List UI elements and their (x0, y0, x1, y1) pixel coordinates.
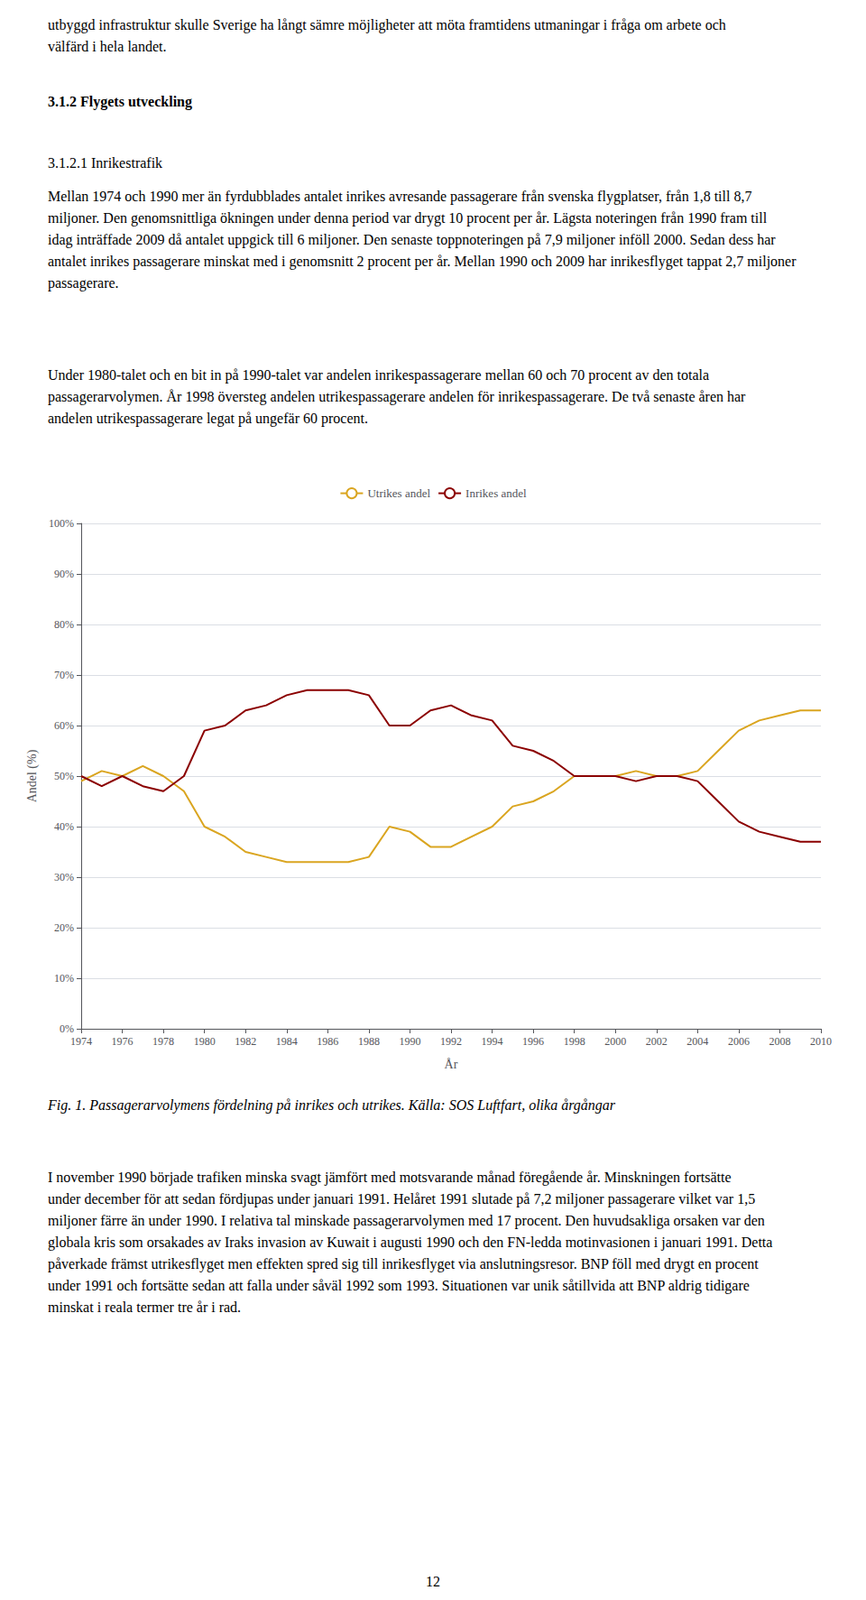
svg-text:1998: 1998 (563, 1034, 586, 1048)
svg-text:30%: 30% (54, 870, 74, 884)
svg-text:Fig. 1. Passagerarvolymens för: Fig. 1. Passagerarvolymens fördelning på… (46, 1096, 617, 1114)
svg-text:under december för att sedan f: under december för att sedan fördjupas u… (47, 1190, 759, 1207)
svg-text:miljoner färre än under 1990.: miljoner färre än under 1990. I relativa… (47, 1212, 769, 1229)
svg-text:1994: 1994 (481, 1034, 504, 1048)
svg-text:passagerarvolymen. År 1998 öve: passagerarvolymen. År 1998 översteg ande… (47, 388, 749, 406)
svg-text:Mellan 1974 och 1990 mer än fy: Mellan 1974 och 1990 mer än fyrdubblades… (47, 188, 756, 205)
svg-text:1986: 1986 (316, 1034, 339, 1048)
svg-text:1992: 1992 (440, 1034, 462, 1048)
svg-text:1988: 1988 (358, 1034, 380, 1048)
svg-text:antalet inrikes passagerare mi: antalet inrikes passagerare minskat med … (47, 253, 801, 270)
svg-text:Under 1980-talet och en bit in: Under 1980-talet och en bit in på 1990-t… (47, 367, 713, 384)
svg-text:1976: 1976 (111, 1034, 134, 1048)
svg-text:100%: 100% (48, 516, 74, 530)
svg-text:välfärd i hela landet.: välfärd i hela landet. (47, 38, 167, 55)
svg-text:40%: 40% (54, 819, 74, 833)
svg-text:passagerare.: passagerare. (47, 275, 120, 292)
svg-text:2002: 2002 (645, 1034, 668, 1048)
svg-text:1974: 1974 (70, 1034, 93, 1048)
svg-text:andelen utrikespassagerare leg: andelen utrikespassagerare legat på unge… (47, 410, 369, 427)
svg-text:2010: 2010 (810, 1034, 832, 1048)
svg-text:2006: 2006 (727, 1034, 750, 1048)
svg-text:1980: 1980 (193, 1034, 216, 1048)
svg-text:under 1991 och fortsätte sedan: under 1991 och fortsätte sedan att falla… (47, 1277, 754, 1294)
svg-text:1996: 1996 (522, 1034, 544, 1048)
svg-text:1984: 1984 (276, 1034, 298, 1048)
svg-text:2004: 2004 (686, 1034, 709, 1048)
svg-text:3.1.2 Flygets utveckling: 3.1.2 Flygets utveckling (47, 93, 193, 111)
svg-text:10%: 10% (54, 971, 74, 985)
svg-text:2008: 2008 (768, 1034, 791, 1048)
svg-text:miljoner. Den genomsnittliga ö: miljoner. Den genomsnittliga ökningen un… (47, 210, 771, 227)
svg-text:90%: 90% (54, 567, 74, 581)
svg-text:1978: 1978 (152, 1034, 175, 1048)
svg-text:0%: 0% (59, 1022, 74, 1035)
svg-text:1982: 1982 (234, 1034, 257, 1048)
svg-text:Utrikes andel: Utrikes andel (367, 486, 431, 500)
svg-text:I november 1990 började trafik: I november 1990 började trafiken minska … (47, 1169, 736, 1186)
svg-text:60%: 60% (54, 718, 74, 732)
svg-text:1990: 1990 (398, 1034, 421, 1048)
svg-text:globala kris som orsakades av: globala kris som orsakades av Iraks inva… (47, 1234, 776, 1251)
svg-text:50%: 50% (54, 769, 74, 783)
svg-text:idag inträffade 2009 då antale: idag inträffade 2009 då antalet uppgick … (47, 231, 780, 249)
svg-text:12: 12 (425, 1573, 441, 1589)
svg-text:3.1.2.1 Inrikestrafik: 3.1.2.1 Inrikestrafik (47, 155, 163, 171)
svg-text:påverkade främst utrikesflyget: påverkade främst utrikesflyget men effek… (47, 1255, 763, 1272)
svg-text:80%: 80% (54, 617, 74, 631)
svg-text:Andel (%): Andel (%) (25, 748, 40, 802)
svg-text:70%: 70% (54, 668, 74, 682)
svg-text:2000: 2000 (604, 1034, 627, 1048)
svg-text:20%: 20% (54, 921, 74, 934)
svg-text:Inrikes andel: Inrikes andel (465, 486, 527, 500)
svg-text:År: År (444, 1057, 459, 1071)
svg-text:minskat i reala termer tre år: minskat i reala termer tre år i rad. (47, 1299, 241, 1315)
svg-text:utbyggd infrastruktur skulle S: utbyggd infrastruktur skulle Sverige ha … (47, 17, 730, 34)
